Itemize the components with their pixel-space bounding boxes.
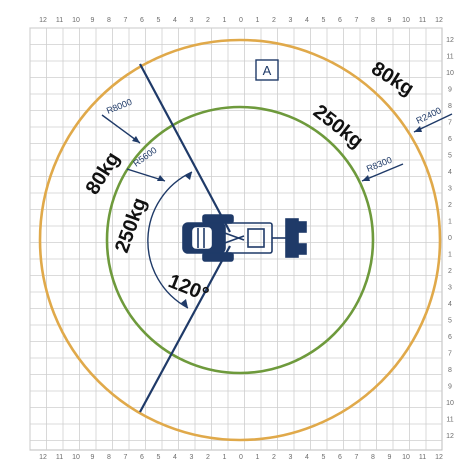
bottom-axis-tick: 2 bbox=[206, 454, 210, 461]
top-axis-tick: 7 bbox=[355, 17, 359, 24]
right-axis-tick: 12 bbox=[446, 37, 454, 44]
right-axis-tick: 3 bbox=[448, 186, 452, 193]
top-axis-tick: 2 bbox=[272, 17, 276, 24]
bottom-axis-tick: 9 bbox=[91, 454, 95, 461]
slew-arrow-lower bbox=[181, 299, 188, 308]
vehicle-linkage-1 bbox=[221, 231, 245, 241]
right-axis-tick: 9 bbox=[448, 87, 452, 94]
zone-label: A bbox=[263, 63, 272, 78]
right-axis-tick: 2 bbox=[448, 202, 452, 209]
right-axis-tick: 7 bbox=[448, 120, 452, 127]
top-axis-tick: 9 bbox=[388, 17, 392, 24]
right-axis-tick: 1 bbox=[448, 252, 452, 259]
right-axis-tick: 3 bbox=[448, 285, 452, 292]
top-axis-tick: 8 bbox=[371, 17, 375, 24]
right-axis-tick: 11 bbox=[446, 54, 453, 61]
right-axis-tick: 9 bbox=[448, 384, 452, 391]
bottom-axis-tick: 4 bbox=[305, 454, 309, 461]
top-axis-tick: 12 bbox=[435, 17, 443, 24]
bottom-axis-tick: 8 bbox=[371, 454, 375, 461]
grid bbox=[29, 27, 442, 450]
bottom-axis-tick: 0 bbox=[239, 454, 243, 461]
top-axis-tick: 10 bbox=[72, 17, 80, 24]
vehicle-wheel-rear-top bbox=[295, 221, 307, 233]
zone-label-box bbox=[255, 59, 279, 81]
top-axis-tick: 0 bbox=[239, 17, 243, 24]
top-axis-tick: 7 bbox=[124, 17, 128, 24]
slew-limit-line-upper bbox=[139, 63, 231, 233]
top-axis-tick: 11 bbox=[419, 17, 426, 24]
right-axis-tick: 6 bbox=[448, 136, 452, 143]
right-axis-tick: 7 bbox=[448, 351, 452, 358]
right-axis-tick: 2 bbox=[448, 268, 452, 275]
top-axis-tick: 10 bbox=[402, 17, 410, 24]
bottom-axis-tick: 5 bbox=[157, 454, 161, 461]
right-axis-tick: 5 bbox=[448, 318, 452, 325]
top-axis-tick: 5 bbox=[322, 17, 326, 24]
vehicle-platform bbox=[247, 228, 265, 248]
right-axis-tick: 11 bbox=[446, 417, 453, 424]
top-axis-tick: 6 bbox=[140, 17, 144, 24]
top-axis-tick: 1 bbox=[256, 17, 260, 24]
slew-limit-line-lower bbox=[139, 245, 231, 413]
inner-capacity-ring bbox=[105, 105, 375, 375]
bottom-axis-tick: 3 bbox=[190, 454, 194, 461]
bottom-axis-ticks: 12 11 10 9 8 7 6 5 4 3 2 1 0 1 2 3 4 5 6 7 8 9 10 11 12 bbox=[39, 454, 443, 461]
vehicle-icon bbox=[182, 214, 307, 262]
vehicle-window bbox=[192, 227, 212, 249]
right-axis-tick: 0 bbox=[448, 235, 452, 242]
bottom-axis-tick: 2 bbox=[272, 454, 276, 461]
bottom-axis-tick: 12 bbox=[435, 454, 443, 461]
bottom-axis-tick: 11 bbox=[56, 454, 63, 461]
right-axis-tick: 10 bbox=[446, 70, 454, 77]
right-axis-tick: 5 bbox=[448, 153, 452, 160]
bottom-axis-tick: 8 bbox=[107, 454, 111, 461]
vehicle-wheel-front-bottom bbox=[202, 252, 234, 262]
top-axis-tick: 4 bbox=[173, 17, 177, 24]
bottom-axis-tick: 7 bbox=[355, 454, 359, 461]
right-axis-tick: 8 bbox=[448, 103, 452, 110]
right-axis-tick: 8 bbox=[448, 367, 452, 374]
outer-capacity-ring bbox=[38, 38, 442, 442]
right-axis-tick: 6 bbox=[448, 334, 452, 341]
top-axis-tick: 11 bbox=[56, 17, 63, 24]
bottom-axis-tick: 10 bbox=[402, 454, 410, 461]
right-axis-tick: 10 bbox=[446, 400, 454, 407]
bottom-axis-tick: 10 bbox=[72, 454, 80, 461]
top-axis-tick: 9 bbox=[91, 17, 95, 24]
top-axis-tick: 3 bbox=[289, 17, 293, 24]
top-axis-tick: 1 bbox=[223, 17, 227, 24]
right-axis-tick: 12 bbox=[446, 433, 454, 440]
slew-arrow-upper bbox=[185, 172, 192, 180]
bottom-axis-tick: 1 bbox=[256, 454, 260, 461]
bottom-axis-tick: 6 bbox=[140, 454, 144, 461]
bottom-axis-tick: 3 bbox=[289, 454, 293, 461]
bottom-axis-tick: 12 bbox=[39, 454, 47, 461]
bottom-axis-tick: 1 bbox=[223, 454, 227, 461]
right-axis-tick: 4 bbox=[448, 301, 452, 308]
top-axis-ticks: 12 11 10 9 8 7 6 5 4 3 2 1 0 1 2 3 4 5 6 7 8 9 10 11 12 bbox=[39, 17, 443, 24]
vehicle-wheel-front-top bbox=[202, 214, 234, 224]
top-axis-tick: 5 bbox=[157, 17, 161, 24]
top-axis-tick: 12 bbox=[39, 17, 47, 24]
right-axis-tick: 4 bbox=[448, 169, 452, 176]
bottom-axis-tick: 4 bbox=[173, 454, 177, 461]
top-axis-tick: 6 bbox=[338, 17, 342, 24]
right-axis-tick: 1 bbox=[448, 219, 452, 226]
bottom-axis-tick: 5 bbox=[322, 454, 326, 461]
bottom-axis-tick: 7 bbox=[124, 454, 128, 461]
bottom-axis-tick: 11 bbox=[419, 454, 426, 461]
slew-angle-arc bbox=[147, 171, 193, 309]
bottom-axis-tick: 9 bbox=[388, 454, 392, 461]
bottom-axis-tick: 6 bbox=[338, 454, 342, 461]
vehicle-linkage-2 bbox=[221, 235, 245, 245]
top-axis-tick: 2 bbox=[206, 17, 210, 24]
top-axis-tick: 3 bbox=[190, 17, 194, 24]
top-axis-tick: 8 bbox=[107, 17, 111, 24]
top-axis-tick: 4 bbox=[305, 17, 309, 24]
vehicle-wheel-rear-bottom bbox=[295, 243, 307, 255]
